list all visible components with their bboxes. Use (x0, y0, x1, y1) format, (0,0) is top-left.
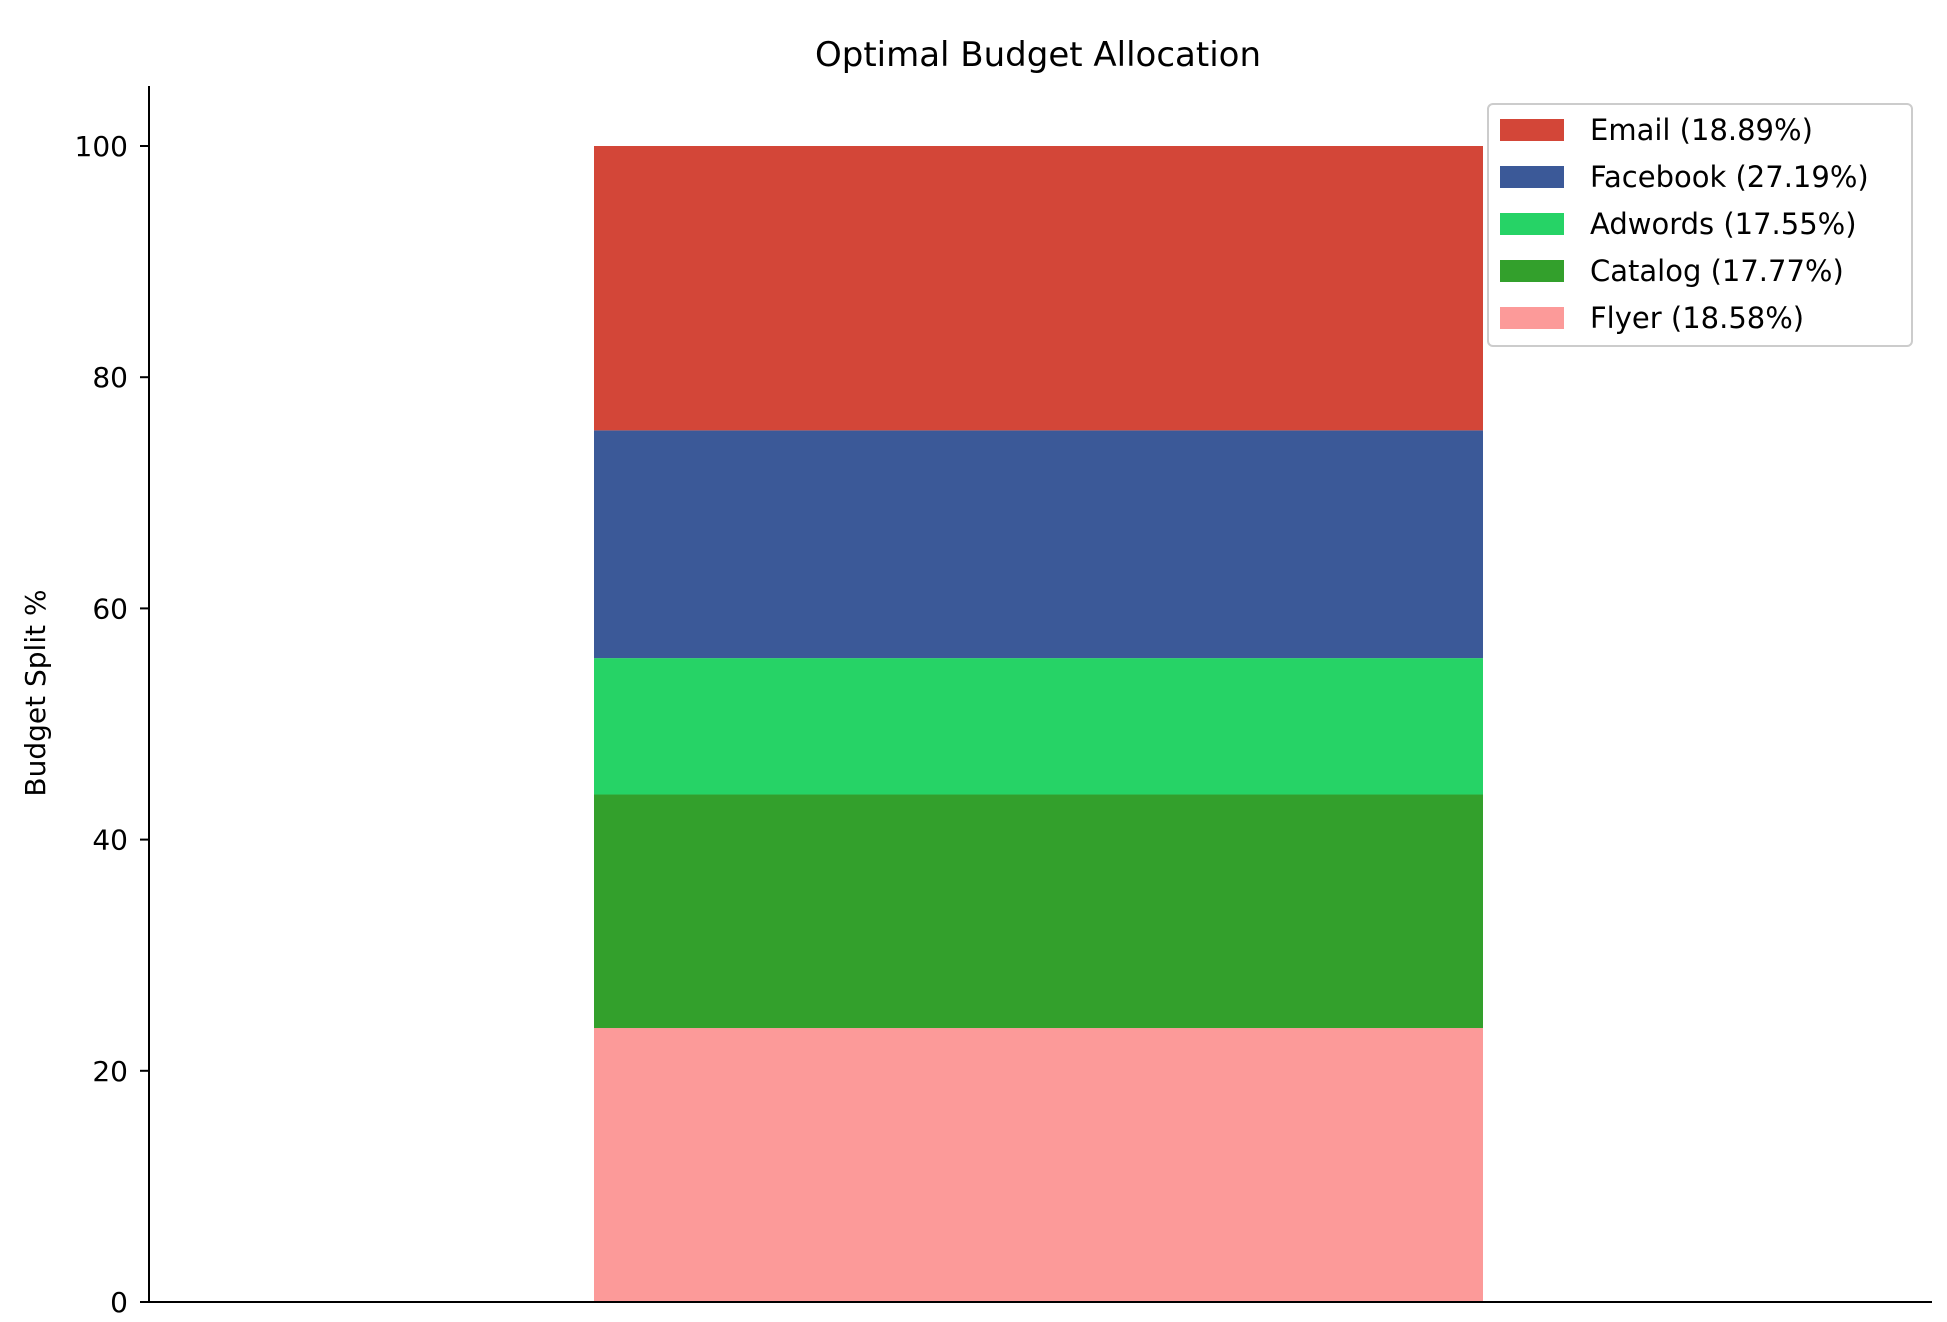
y-tick-label: 80 (92, 361, 128, 394)
legend-label-flyer: Flyer (18.58%) (1590, 301, 1804, 335)
legend-swatch-adwords (1500, 213, 1564, 235)
bar-segment-catalog (594, 794, 1483, 1029)
chart-title: Optimal Budget Allocation (815, 35, 1261, 75)
y-tick-label: 40 (92, 824, 128, 857)
y-tick-label: 0 (110, 1286, 128, 1319)
legend-label-catalog: Catalog (17.77%) (1590, 254, 1844, 288)
legend: Email (18.89%) Facebook (27.19%) Adwords (… (1487, 103, 1913, 347)
bar-segment-email (594, 146, 1483, 431)
bar-segment-adwords (594, 658, 1483, 795)
y-tick-label: 100 (75, 130, 128, 163)
bar-stack (594, 146, 1483, 1302)
y-tick-label: 60 (92, 592, 128, 625)
y-axis-ticks: 0 20 40 60 80 100 (75, 130, 149, 1319)
y-tick-label: 20 (92, 1055, 128, 1088)
legend-swatch-facebook (1500, 166, 1564, 188)
legend-label-adwords: Adwords (17.55%) (1590, 207, 1857, 241)
y-axis-label: Budget Split % (19, 589, 52, 796)
legend-swatch-email (1500, 119, 1564, 141)
legend-swatch-flyer (1500, 307, 1564, 329)
bar-segment-facebook (594, 430, 1483, 659)
legend-label-email: Email (18.89%) (1590, 113, 1813, 147)
legend-frame (1487, 103, 1913, 347)
legend-label-facebook: Facebook (27.19%) (1590, 160, 1869, 194)
bar-segment-flyer (594, 1028, 1483, 1302)
legend-swatch-catalog (1500, 260, 1564, 282)
